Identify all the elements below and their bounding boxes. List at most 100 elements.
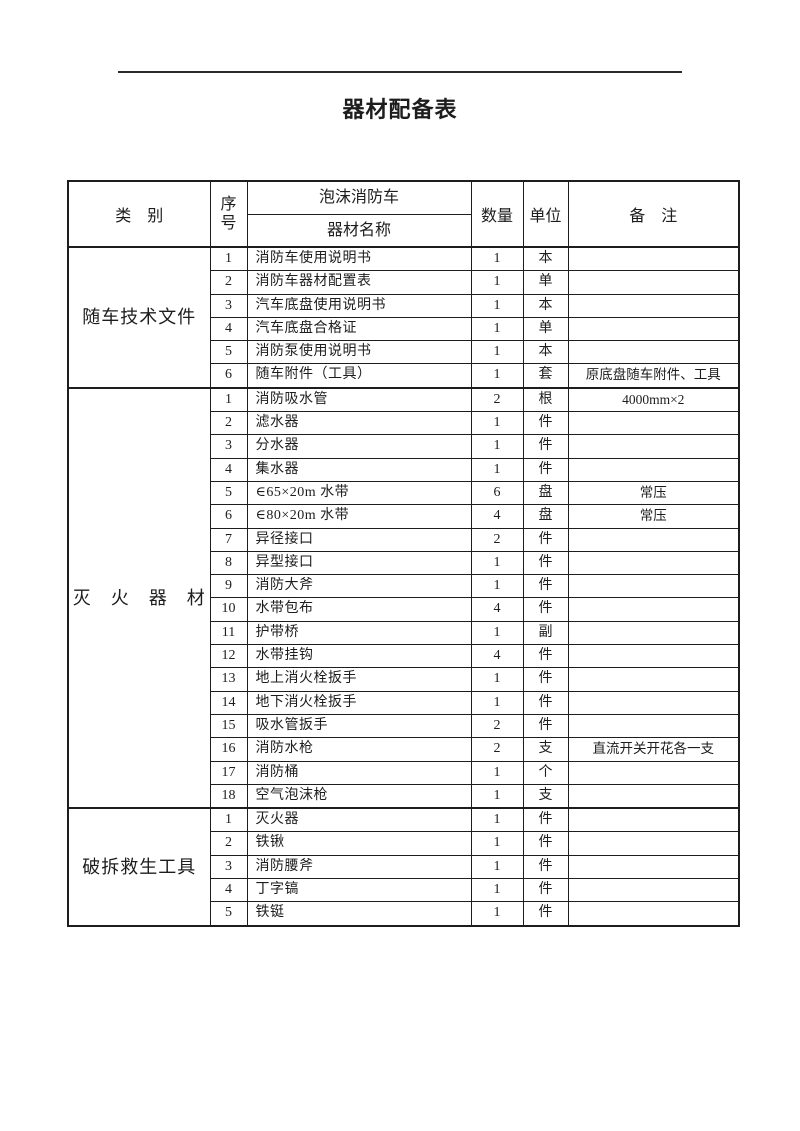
remark-cell [567, 340, 740, 365]
table-row: 4 汽车底盘合格证 1 单 [68, 316, 740, 342]
unit-cell: 副 [522, 620, 569, 646]
category-cell: 破拆救生工具 [67, 807, 211, 927]
remark-cell [567, 293, 740, 318]
equipment-name-cell: 消防泵使用说明书 [246, 340, 472, 365]
header-serial-line2: 号 [220, 215, 237, 232]
equipment-name-cell: 消防桶 [246, 760, 472, 785]
serial-cell: 15 [209, 713, 248, 739]
unit-cell: 件 [522, 690, 569, 715]
quantity-cell: 1 [470, 363, 524, 389]
unit-cell: 件 [522, 831, 569, 856]
unit-cell: 个 [522, 760, 569, 785]
quantity-cell: 1 [470, 550, 524, 576]
remark-cell: 常压 [567, 480, 740, 506]
remark-cell [567, 457, 740, 482]
table-row: 2 消防车器材配置表 1 单 [68, 270, 740, 295]
equipment-table: 类 别 序 号 泡沫消防车 器材名称 数量 单位 备 注 随车技术文件 1 消防车使… [67, 180, 740, 927]
header-rule [118, 71, 682, 73]
remark-cell [567, 831, 740, 856]
table-header-row: 类 别 序 号 泡沫消防车 器材名称 数量 单位 备 注 [67, 180, 740, 248]
remark-cell [567, 527, 740, 552]
remark-cell [567, 574, 740, 599]
quantity-cell: 1 [470, 457, 524, 482]
quantity-cell: 6 [470, 480, 524, 506]
equipment-name-cell: 分水器 [246, 434, 472, 459]
unit-cell: 本 [522, 293, 569, 318]
quantity-cell: 2 [470, 713, 524, 739]
equipment-name-cell: 水带包布 [246, 597, 472, 622]
header-quantity: 数量 [470, 180, 524, 248]
table-row: 4 丁字镐 1 件 [68, 878, 740, 903]
remark-cell [567, 411, 740, 436]
equipment-name-cell: 丁字镐 [246, 878, 472, 903]
unit-cell: 件 [522, 713, 569, 739]
quantity-cell: 4 [470, 597, 524, 622]
unit-cell: 件 [522, 807, 569, 833]
table-row: 12 水带挂钩 4 件 [68, 644, 740, 669]
serial-cell: 4 [209, 457, 248, 482]
unit-cell: 件 [522, 434, 569, 459]
serial-cell: 1 [209, 246, 248, 272]
equipment-name-cell: 地上消火栓扳手 [246, 667, 472, 692]
table-row: 13 地上消火栓扳手 1 件 [68, 667, 740, 692]
quantity-cell: 1 [470, 270, 524, 295]
serial-cell: 14 [209, 690, 248, 715]
header-serial-line1: 序 [220, 196, 237, 213]
header-name: 泡沫消防车 器材名称 [246, 180, 472, 248]
quantity-cell: 1 [470, 434, 524, 459]
remark-cell [567, 667, 740, 692]
table-row: 8 异型接口 1 件 [68, 550, 740, 576]
table-row: 2 滤水器 1 件 [68, 411, 740, 436]
table-row: 4 集水器 1 件 [68, 457, 740, 482]
quantity-cell: 1 [470, 316, 524, 342]
remark-cell [567, 597, 740, 622]
equipment-name-cell: 消防大斧 [246, 574, 472, 599]
quantity-cell: 2 [470, 737, 524, 762]
remark-cell [567, 246, 740, 272]
equipment-name-cell: 空气泡沫枪 [246, 783, 472, 810]
unit-cell: 件 [522, 527, 569, 552]
serial-cell: 2 [209, 411, 248, 436]
table-row: 3 消防腰斧 1 件 [68, 854, 740, 880]
unit-cell: 本 [522, 246, 569, 272]
serial-cell: 5 [209, 480, 248, 506]
remark-cell [567, 878, 740, 903]
unit-cell: 件 [522, 597, 569, 622]
unit-cell: 件 [522, 411, 569, 436]
quantity-cell: 4 [470, 644, 524, 669]
table-row: 5 铁铤 1 件 [68, 901, 740, 927]
equipment-name-cell: 消防车器材配置表 [246, 270, 472, 295]
remark-cell [567, 270, 740, 295]
remark-cell [567, 550, 740, 576]
remark-cell: 直流开关开花各一支 [567, 737, 740, 762]
header-vehicle-type: 泡沫消防车 [248, 182, 470, 215]
equipment-name-cell: 汽车底盘使用说明书 [246, 293, 472, 318]
quantity-cell: 1 [470, 831, 524, 856]
serial-cell: 6 [209, 504, 248, 529]
unit-cell: 件 [522, 878, 569, 903]
remark-cell [567, 434, 740, 459]
serial-cell: 12 [209, 644, 248, 669]
serial-cell: 5 [209, 340, 248, 365]
unit-cell: 件 [522, 457, 569, 482]
quantity-cell: 1 [470, 293, 524, 318]
quantity-cell: 1 [470, 783, 524, 810]
equipment-name-cell: 吸水管扳手 [246, 713, 472, 739]
remark-cell: 原底盘随车附件、工具 [567, 363, 740, 389]
unit-cell: 本 [522, 340, 569, 365]
unit-cell: 支 [522, 737, 569, 762]
serial-cell: 3 [209, 854, 248, 880]
table-row: 9 消防大斧 1 件 [68, 574, 740, 599]
equipment-name-cell: 异型接口 [246, 550, 472, 576]
quantity-cell: 1 [470, 901, 524, 927]
category-cell: 灭 火 器 材 [67, 387, 211, 810]
equipment-name-cell: 随车附件（工具） [246, 363, 472, 389]
equipment-name-cell: 异径接口 [246, 527, 472, 552]
header-unit: 单位 [522, 180, 569, 248]
equipment-name-cell: ∈65×20m 水带 [246, 480, 472, 506]
serial-cell: 9 [209, 574, 248, 599]
table-row: 2 铁锹 1 件 [68, 831, 740, 856]
remark-cell [567, 690, 740, 715]
serial-cell: 3 [209, 293, 248, 318]
